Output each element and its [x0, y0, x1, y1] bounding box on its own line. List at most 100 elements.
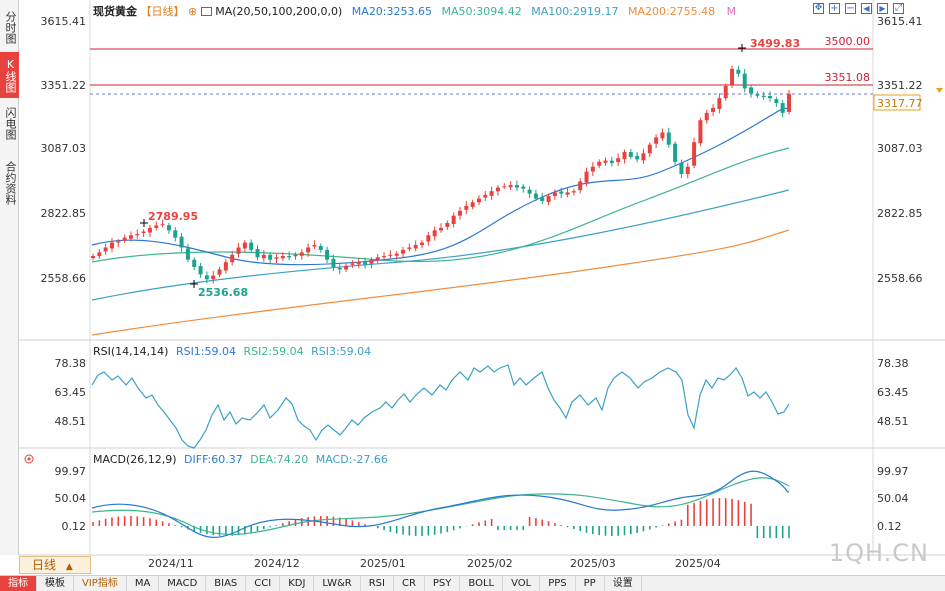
candle-body: [464, 205, 469, 210]
macd-histogram: [92, 498, 790, 538]
indicator-tab-bias[interactable]: BIAS: [206, 576, 247, 591]
candle-body: [91, 256, 95, 259]
candle-body: [223, 262, 228, 271]
candle-body: [268, 254, 273, 260]
watermark: 1QH.CN: [828, 539, 929, 567]
period-select-label: 日线: [32, 558, 57, 572]
indicator-tab-vol[interactable]: VOL: [503, 576, 541, 591]
side-tabs: 分时图 K线图 闪电图 合约资料: [0, 0, 19, 555]
candle-body: [679, 162, 684, 175]
zoom-out-icon[interactable]: −: [845, 3, 856, 14]
ma20-line: [91, 107, 790, 266]
candle-body: [533, 193, 538, 199]
date-label: 2024/12: [254, 557, 300, 570]
candle-body: [616, 158, 621, 163]
candle-body: [261, 254, 266, 259]
candle-body: [597, 161, 602, 166]
indicator-tab-rsi[interactable]: RSI: [361, 576, 394, 591]
indicator-tab-ma[interactable]: MA: [127, 576, 160, 591]
candle-body: [470, 202, 475, 207]
indicator-tab-macd[interactable]: MACD: [159, 576, 207, 591]
candle-body: [483, 194, 488, 198]
tab-kline[interactable]: K线图: [0, 52, 19, 98]
fullscreen-icon[interactable]: ⤢: [893, 3, 904, 14]
indicator-tab-kdj[interactable]: KDJ: [280, 576, 315, 591]
indicator-tab-bar: 指标 模板 VIP指标 MA MACD BIAS CCI KDJ LW&R RSI CR PSY BOL…: [0, 575, 945, 591]
rsi-tick-left: 78.38: [55, 357, 87, 370]
ma-lines: [91, 107, 790, 336]
ma200-value: MA200:2755.48: [627, 5, 716, 18]
candle-body: [590, 166, 595, 172]
indicator-tab-boll[interactable]: BOLL: [460, 576, 504, 591]
indicator-tab-cci[interactable]: CCI: [246, 576, 281, 591]
indicator-tab-vip[interactable]: VIP指标: [74, 576, 127, 591]
candle-body: [280, 256, 285, 259]
candle-body: [742, 73, 747, 89]
indicator-tab-[interactable]: 指标: [0, 576, 37, 591]
candle-body: [445, 223, 450, 227]
indicator-tab-[interactable]: 模板: [37, 576, 74, 591]
candle-body: [426, 235, 431, 242]
candle-body: [654, 137, 659, 144]
candle-body: [337, 268, 342, 270]
candle-body: [489, 191, 494, 196]
move-icon[interactable]: ✥: [813, 3, 824, 14]
candle-body: [704, 112, 709, 121]
price-tick-left: 3087.03: [41, 142, 87, 155]
chart-header: 现货黄金 【日线】 ⊕ MA(20,50,100,200,0,0) MA20:3…: [93, 3, 736, 19]
indicator-tab-lwr[interactable]: LW&R: [314, 576, 361, 591]
candle-body: [609, 160, 614, 164]
period-select[interactable]: 日线 ▲: [19, 556, 91, 574]
candle-body: [546, 196, 551, 202]
prev-icon[interactable]: ◀: [861, 3, 872, 14]
macd-dea-value: DEA:74.20: [250, 453, 309, 466]
candle-body: [698, 120, 703, 144]
rsi-tick-left: 63.45: [55, 386, 87, 399]
candle-body: [249, 242, 254, 250]
caret-up-icon: ▲: [65, 562, 73, 572]
candle-body: [236, 247, 241, 254]
tab-time-sharing[interactable]: 分时图: [4, 10, 17, 44]
candle-body: [173, 230, 178, 238]
add-icon[interactable]: ⊕: [188, 5, 198, 18]
ma50-value: MA50:3094.42: [441, 5, 522, 18]
last-price-tag: [873, 94, 921, 111]
candle-body: [211, 275, 216, 280]
ma100-value: MA100:2919.17: [531, 5, 619, 18]
zoom-in-icon[interactable]: +: [829, 3, 840, 14]
tab-flash-chart[interactable]: 闪电图: [4, 106, 17, 140]
target-icon[interactable]: [24, 454, 34, 464]
indicator-tab-cr[interactable]: CR: [394, 576, 425, 591]
indicator-tab-pp[interactable]: PP: [576, 576, 605, 591]
candle-body: [711, 107, 716, 112]
tab-contract-info[interactable]: 合约资料: [4, 161, 17, 205]
candle-body: [128, 235, 133, 239]
date-label: 2025/03: [570, 557, 616, 570]
indicator-image-icon[interactable]: [200, 7, 212, 16]
candle-body: [287, 256, 292, 258]
ma50-line: [91, 147, 790, 263]
indicator-tab-psy[interactable]: PSY: [425, 576, 461, 591]
candle-body: [122, 237, 127, 241]
rsi-header: RSI(14,14,14) RSI1:59.04 RSI2:59.04 RSI3…: [93, 345, 371, 358]
next-icon[interactable]: ▶: [877, 3, 888, 14]
level-label-3500: 3500.00: [825, 35, 871, 48]
candle-body: [774, 99, 779, 104]
candle-body: [331, 258, 336, 268]
instrument-name: 现货黄金: [93, 5, 137, 18]
candle-body: [198, 266, 203, 275]
candle-body: [325, 249, 330, 260]
date-label: 2025/02: [467, 557, 513, 570]
candle-body: [571, 191, 576, 193]
candle-body: [97, 252, 102, 257]
indicator-tab-[interactable]: 设置: [605, 576, 642, 591]
macd-tick-left: 99.97: [55, 465, 87, 478]
candle-body: [103, 247, 108, 252]
candle-body: [641, 153, 646, 161]
chart-area[interactable]: 3615.41 3351.22 3087.03 2822.85 2558.66 …: [0, 0, 945, 575]
macd-tick-right: 99.97: [877, 465, 909, 478]
macd-dea-line: [91, 477, 790, 536]
indicator-tab-pps[interactable]: PPS: [540, 576, 576, 591]
rsi-tick-right: 78.38: [877, 357, 909, 370]
candle-body: [527, 189, 532, 194]
